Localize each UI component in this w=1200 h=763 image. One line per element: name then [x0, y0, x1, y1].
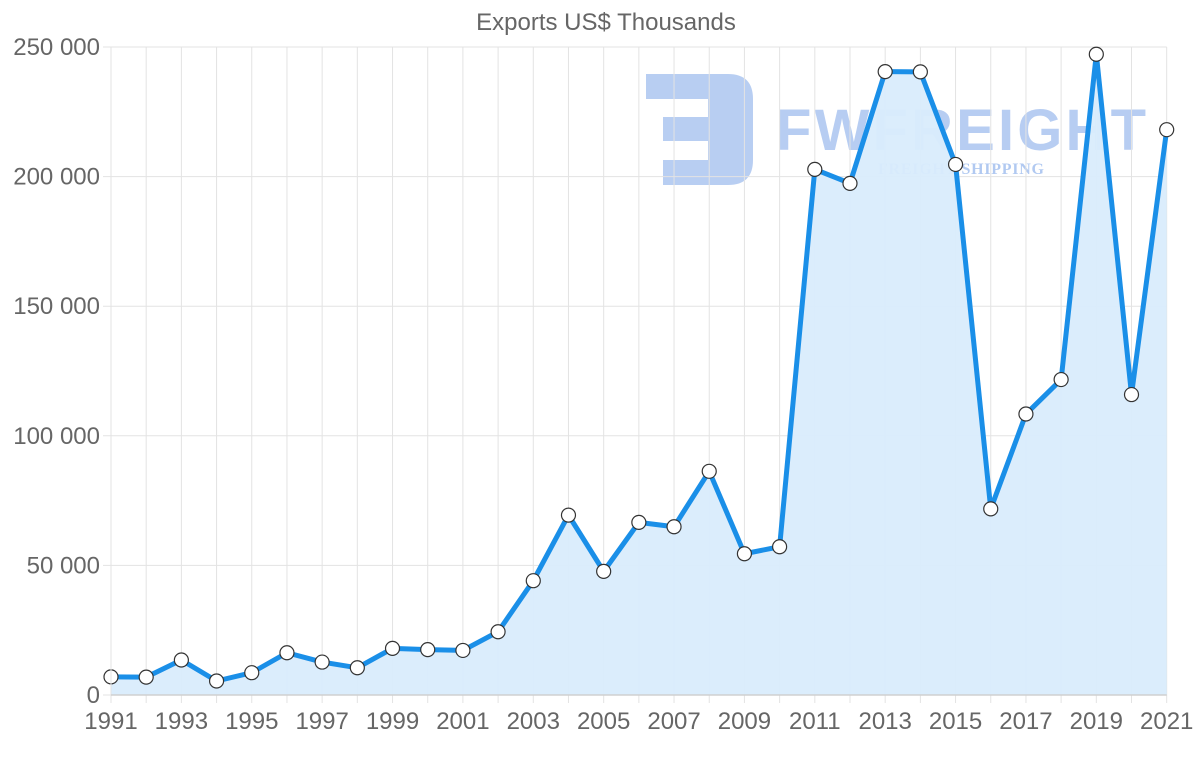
x-tick-label: 2019: [1070, 708, 1123, 735]
data-point-marker[interactable]: 2003: 44100: [525, 573, 541, 589]
y-axis: 0 50 000 100 000 150 000 200 000 250 000: [13, 34, 112, 709]
y-tick-label: 250 000: [13, 34, 100, 61]
data-point-marker[interactable]: 2006: 66600: [631, 514, 647, 530]
area-path: [111, 54, 1167, 696]
x-tick-label: 2005: [577, 708, 630, 735]
x-tick-label: 2007: [647, 708, 700, 735]
x-axis: 1991 1993 1995 1997 1999 2001 2003 2005 2007 2009…: [84, 694, 1193, 735]
x-tick-label: 2013: [858, 708, 911, 735]
data-point-marker[interactable]: 2012: 197400: [842, 175, 858, 191]
data-point-marker[interactable]: 2010: 57200: [772, 539, 788, 555]
data-point-marker[interactable]: 2002: 24400: [490, 624, 506, 640]
data-point-marker[interactable]: 2020: 115900: [1123, 386, 1140, 403]
data-point-marker[interactable]: 1995: 8600: [244, 665, 260, 681]
y-tick-label: 50 000: [27, 552, 100, 579]
data-point-marker[interactable]: 2001: 17200: [455, 642, 471, 659]
x-tick-label: 2003: [507, 708, 560, 735]
data-point-marker[interactable]: 2007: 64900: [666, 519, 682, 535]
area-fill: [111, 54, 1167, 696]
x-tick-label: 2017: [999, 708, 1052, 735]
data-point-marker[interactable]: 2009: 54500: [736, 546, 753, 562]
data-point-marker[interactable]: 1996: 16300: [279, 645, 295, 661]
x-tick-label: 2009: [718, 708, 771, 735]
data-point-marker[interactable]: 2013: 240500: [877, 64, 893, 80]
x-tick-label: 2011: [789, 708, 841, 735]
data-point-marker[interactable]: 2008: 86300: [701, 463, 717, 479]
data-point-marker[interactable]: 1998: 10500: [349, 660, 365, 676]
data-point-marker[interactable]: 2018: 121700: [1053, 371, 1069, 388]
data-point-marker[interactable]: 2017: 108400: [1018, 406, 1034, 422]
y-tick-label: 200 000: [13, 164, 100, 191]
y-tick-label: 100 000: [13, 423, 100, 450]
data-point-marker[interactable]: 2015: 204700: [947, 156, 964, 173]
data-point-marker[interactable]: 2016: 71800: [983, 501, 999, 517]
x-tick-label: 1993: [155, 708, 208, 735]
data-point-marker[interactable]: 1999: 18000: [384, 640, 401, 656]
y-tick-label: 0: [87, 682, 100, 709]
data-point-marker[interactable]: 2005: 47700: [596, 563, 612, 579]
data-point-marker[interactable]: 2021: 218100: [1159, 122, 1175, 138]
x-tick-label: 1995: [225, 708, 278, 735]
data-point-marker[interactable]: 1993: 13500: [173, 652, 189, 668]
data-point-marker[interactable]: 2019: 247200: [1088, 46, 1104, 62]
data-point-marker[interactable]: 1994: 5400: [208, 673, 225, 689]
data-markers: 1991: 70001992: 69001993: 135001994: 540…: [103, 46, 1175, 689]
x-tick-label: 1991: [84, 708, 137, 735]
data-point-marker[interactable]: 1992: 6900: [138, 669, 154, 685]
x-tick-label: 2015: [929, 708, 982, 735]
y-tick-label: 150 000: [13, 293, 100, 320]
data-point-marker[interactable]: 2014: 240400: [912, 64, 928, 80]
x-tick-label: 2021: [1140, 708, 1193, 735]
data-point-marker[interactable]: 1997: 12700: [314, 654, 330, 670]
x-tick-label: 2001: [436, 708, 489, 735]
data-point-marker[interactable]: 2004: 69400: [560, 507, 577, 523]
data-point-marker[interactable]: 2011: 202800: [807, 161, 823, 177]
x-tick-label: 1999: [366, 708, 419, 735]
chart-title: Exports US$ Thousands: [476, 9, 736, 36]
x-tick-label: 1997: [295, 708, 348, 735]
brand-logo-icon: [646, 74, 753, 185]
